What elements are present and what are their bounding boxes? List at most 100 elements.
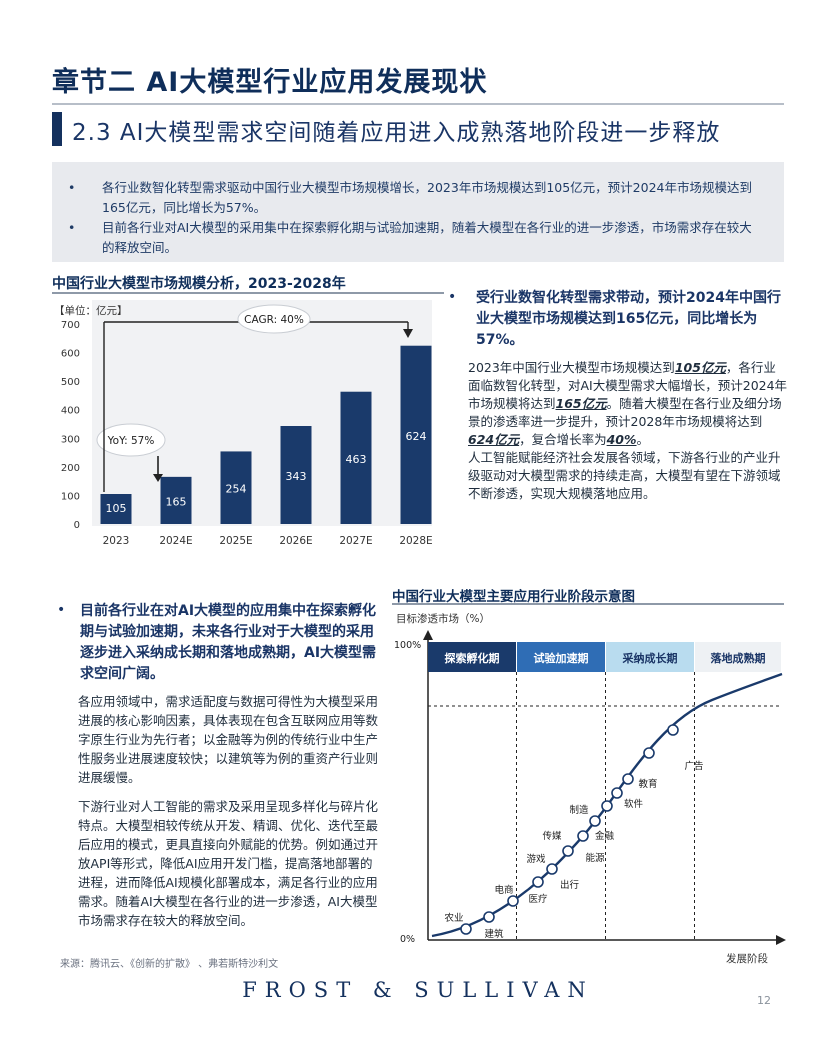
y-tick-label: 0 <box>74 520 80 531</box>
y-tick-label: 300 <box>61 434 80 445</box>
bar-2024E <box>160 476 192 524</box>
bar-value-label: 463 <box>346 453 367 466</box>
y-tick-label: 200 <box>61 463 80 474</box>
cagr-arrow-head <box>403 329 413 338</box>
bullet-icon: • <box>57 602 66 618</box>
industry-label: 广告 <box>684 760 703 772</box>
page-number: 12 <box>757 994 771 1007</box>
market-size-chart: 【单位：亿元】 0 100 200 300 400 500 600 700 105 2023 165 2… <box>52 296 444 554</box>
x-axis-arrow <box>776 935 786 945</box>
unit-label: 【单位：亿元】 <box>54 304 128 317</box>
y-tick-label: 400 <box>61 406 80 417</box>
industry-point <box>532 876 544 888</box>
text-run: ，复合增长率为 <box>519 432 607 447</box>
industry-label: 游戏 <box>526 853 546 865</box>
market-chart-title: 中国行业大模型市场规模分析，2023-2028年 <box>52 276 346 292</box>
stage-label: 探索孵化期 <box>445 651 500 665</box>
industry-point <box>577 830 589 842</box>
bar-value-label: 254 <box>226 483 247 496</box>
bar-2025E <box>220 451 252 524</box>
y-tick-label: 100 <box>61 491 80 502</box>
adoption-stage-chart: 目标渗透市场（%） 发展阶段 100% 0% 探索孵化期 试验加速期 采纳成长期 落地成熟期农… <box>392 606 786 966</box>
adoption-paragraph: 各应用领域中，需求适配度与数据可得性为大模型采用进展的核心影响因素，具体表现在包… <box>78 694 379 785</box>
industry-point <box>562 845 574 857</box>
bar-2028E <box>400 345 432 524</box>
highlight-value: 165亿元 <box>555 396 607 411</box>
bar-value-label: 165 <box>166 495 187 508</box>
source-note: 来源：腾讯云、《创新的扩散》 、弗若斯特沙利文 <box>60 959 279 970</box>
industry-label: 医疗 <box>528 893 548 905</box>
annotation-title: 受行业数智化转型需求带动，预计2024年中国行业大模型市场规模达到165亿元，同… <box>476 290 781 348</box>
stage-label: 落地成熟期 <box>711 651 766 665</box>
section-accent-bar <box>52 112 62 146</box>
summary-box: • 各行业数智化转型需求驱动中国行业大模型市场规模增长，2023年市场规模达到1… <box>52 162 784 262</box>
section-title: 2.3 AI大模型需求空间随着应用进入成熟落地阶段进一步释放 <box>72 120 721 146</box>
bar-2026E <box>280 426 312 524</box>
annotation-body: 2023年中国行业大模型市场规模达到105亿元，各行业面临数智化转型，对AI大模… <box>468 359 788 503</box>
stage-x-label: 发展阶段 <box>726 952 768 965</box>
text-run: ，各行业面临数智化转型，对AI大模型需求大幅增长，预计2024年市场规模将达到 <box>468 360 788 411</box>
stage-y-label: 目标渗透市场（%） <box>396 612 490 625</box>
stage-label: 试验加速期 <box>534 651 589 665</box>
industry-point <box>589 815 601 827</box>
text-run: 。 <box>636 432 650 447</box>
bar-value-label: 624 <box>406 430 427 443</box>
industry-label: 建筑 <box>484 928 504 940</box>
industry-label: 电商 <box>494 884 513 896</box>
summary-text: 各行业数智化转型需求驱动中国行业大模型市场规模增长，2023年市场规模达到105… <box>102 180 752 215</box>
industry-label: 软件 <box>624 798 644 810</box>
industry-label: 传媒 <box>542 830 562 842</box>
industry-point <box>667 724 679 736</box>
annotation-paragraph: 2023年中国行业大模型市场规模达到105亿元，各行业面临数智化转型，对AI大模… <box>468 359 788 449</box>
yoy-callout-bubble <box>96 423 166 457</box>
y-bottom-label: 0% <box>400 934 415 945</box>
summary-item: • 各行业数智化转型需求驱动中国行业大模型市场规模增长，2023年市场规模达到1… <box>68 178 762 218</box>
x-tick-label: 2025E <box>219 535 252 547</box>
y-top-label: 100% <box>394 640 421 651</box>
adoption-title: 目前各行业在对AI大模型的应用集中在探索孵化期与试验加速期，未来各行业对于大模型… <box>80 603 377 682</box>
chapter-divider <box>52 103 784 105</box>
bar-2023 <box>100 494 132 524</box>
y-tick-label: 500 <box>61 377 80 388</box>
industry-label: 制造 <box>569 804 589 816</box>
text-run: 。随着大模型在各行业及细分场景的渗透率进一步提升，预计2028年市场规模将达到 <box>468 396 782 429</box>
annotation-paragraph: 人工智能赋能经济社会发展各领域，下游各行业的产业升级驱动对大模型需求的持续走高，… <box>468 450 781 501</box>
stage-chart-title: 中国行业大模型主要应用行业阶段示意图 <box>392 589 635 605</box>
industry-point <box>611 787 623 799</box>
industry-point <box>460 923 472 935</box>
cagr-callout-text: CAGR: 40% <box>244 314 304 326</box>
stage-box-3 <box>606 642 694 672</box>
stage-box-1 <box>428 642 516 672</box>
bar-2027E <box>340 391 372 524</box>
industry-point <box>622 773 634 785</box>
highlight-value: 624亿元 <box>468 432 520 447</box>
industry-point <box>546 863 558 875</box>
adoption-stage-svg: 目标渗透市场（%） 发展阶段 100% 0% 探索孵化期 试验加速期 采纳成长期 落地成熟期农… <box>394 612 786 965</box>
bar-value-label: 343 <box>286 470 307 483</box>
industry-label: 出行 <box>560 879 580 891</box>
highlight-value: 40% <box>606 432 637 447</box>
x-tick-label: 2027E <box>339 535 372 547</box>
market-size-bar-svg: 【单位：亿元】 0 100 200 300 400 500 600 700 105 2023 165 2… <box>54 300 433 547</box>
chapter-title: 章节二 AI大模型行业应用发展现状 <box>52 67 488 98</box>
x-tick-label: 2028E <box>399 535 432 547</box>
bar-value-label: 105 <box>106 502 127 515</box>
y-tick-label: 700 <box>61 320 80 331</box>
industry-point <box>507 895 519 907</box>
stage-box-2 <box>517 642 605 672</box>
industry-label: 教育 <box>638 778 657 790</box>
bullet-icon: • <box>68 180 76 195</box>
text-run: 2023年中国行业大模型市场规模达到 <box>468 360 675 375</box>
yoy-callout-text: YoY: 57% <box>107 435 155 447</box>
chart-title-divider <box>52 292 444 294</box>
bullet-icon: • <box>68 220 76 235</box>
industry-label: 能源 <box>585 852 605 864</box>
bullet-icon: • <box>448 289 457 305</box>
adoption-paragraph: 下游行业对人工智能的需求及采用呈现多样化与碎片化特点。大模型相较传统从开发、精调… <box>78 799 379 928</box>
y-tick-label: 600 <box>61 349 80 360</box>
chart-plot-bg <box>92 300 432 526</box>
frost-sullivan-logo: FROST & SULLIVAN <box>242 978 594 1002</box>
x-tick-label: 2023 <box>103 535 130 547</box>
summary-text: 目前各行业对AI大模型的采用集中在探索孵化期与试验加速期，随着大模型在各行业的进… <box>102 220 752 255</box>
x-tick-label: 2024E <box>159 535 192 547</box>
